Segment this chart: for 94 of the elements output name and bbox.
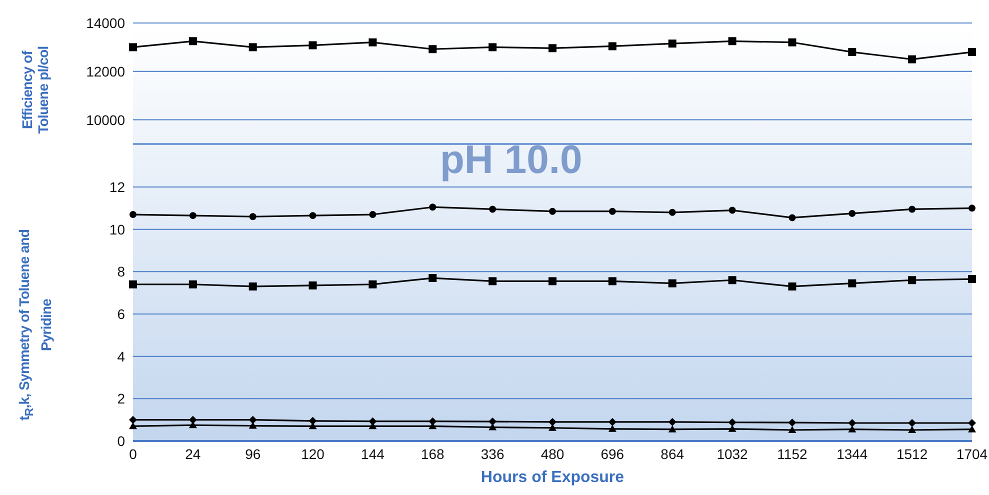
point — [608, 418, 616, 426]
point — [548, 277, 556, 286]
point — [848, 48, 856, 56]
x-tick-label: 336 — [480, 446, 504, 462]
x-axis-title: Hours of Exposure — [480, 469, 624, 486]
point — [788, 38, 796, 46]
point — [968, 48, 976, 56]
point — [248, 416, 257, 424]
x-tick-label: 144 — [361, 446, 385, 462]
point — [908, 419, 916, 428]
x-tick-label: 168 — [420, 446, 445, 462]
point — [788, 426, 796, 433]
point — [908, 276, 916, 284]
x-tick-label: 120 — [301, 446, 325, 462]
x-tick-label: 696 — [600, 446, 624, 462]
point — [368, 280, 377, 288]
x-tick-label: 24 — [185, 446, 201, 462]
point — [489, 206, 496, 213]
x-tick-label: 1344 — [836, 446, 868, 462]
y-tick-label: 12 — [109, 178, 126, 195]
point — [608, 277, 616, 286]
point — [309, 212, 316, 220]
x-tick-label: 1032 — [716, 446, 748, 462]
y-tick-label: 8 — [117, 264, 126, 280]
point — [130, 211, 136, 218]
point — [608, 42, 616, 50]
point — [488, 277, 497, 286]
point — [728, 276, 736, 284]
y-tick-label: 6 — [117, 306, 126, 322]
y-tick-label: 4 — [117, 348, 126, 364]
x-tick-label: 864 — [660, 446, 684, 462]
point — [308, 41, 317, 50]
point — [668, 40, 676, 48]
y-axis-title: Efficiency of Toluene pl/col — [19, 45, 51, 136]
point — [848, 210, 856, 217]
point — [248, 282, 257, 290]
point — [129, 416, 137, 424]
point — [308, 281, 317, 290]
point — [428, 45, 437, 54]
point — [968, 275, 976, 284]
x-tick-label: 1512 — [896, 446, 928, 462]
point — [308, 416, 317, 425]
point — [848, 425, 856, 432]
point — [188, 416, 197, 424]
point — [668, 208, 676, 216]
point — [908, 55, 916, 64]
point — [129, 280, 137, 288]
point — [429, 204, 436, 211]
point — [968, 419, 976, 428]
text: pH 10.0 — [440, 137, 582, 183]
y-tick-label: 0 — [117, 432, 126, 449]
point — [968, 425, 976, 432]
point — [129, 422, 137, 430]
point — [549, 208, 556, 215]
point — [668, 418, 676, 426]
y-tick-label: 14000 — [86, 14, 126, 31]
x-tick-label: 0 — [129, 446, 138, 462]
y-tick-label: 12000 — [86, 63, 126, 80]
x-tick-label: 96 — [245, 446, 261, 462]
point — [728, 424, 736, 432]
y-tick-label: 10000 — [86, 112, 126, 128]
point — [548, 418, 556, 426]
x-tick-label: 1152 — [777, 446, 808, 462]
point — [788, 418, 796, 427]
point — [908, 206, 916, 213]
point — [248, 43, 257, 52]
point — [788, 214, 796, 222]
point — [608, 208, 616, 215]
point — [728, 418, 736, 426]
point — [848, 419, 856, 428]
point — [249, 213, 256, 220]
point — [189, 212, 196, 220]
point — [488, 43, 497, 52]
point — [548, 44, 556, 52]
point — [188, 280, 197, 288]
x-tick-label: 480 — [540, 446, 564, 462]
point — [908, 426, 916, 433]
y-tick-label: 10 — [109, 221, 126, 238]
point — [668, 425, 676, 432]
x-tick-label: 1704 — [956, 446, 988, 462]
point — [608, 424, 616, 432]
y-tick-label: 2 — [117, 390, 126, 407]
point — [668, 279, 676, 288]
point — [428, 274, 437, 282]
point — [968, 204, 976, 212]
point — [188, 37, 197, 46]
point — [788, 282, 796, 290]
point — [728, 206, 736, 214]
point — [369, 211, 376, 218]
point — [488, 418, 497, 426]
point — [848, 279, 856, 288]
point — [129, 43, 137, 52]
point — [368, 38, 377, 46]
point — [728, 37, 736, 46]
